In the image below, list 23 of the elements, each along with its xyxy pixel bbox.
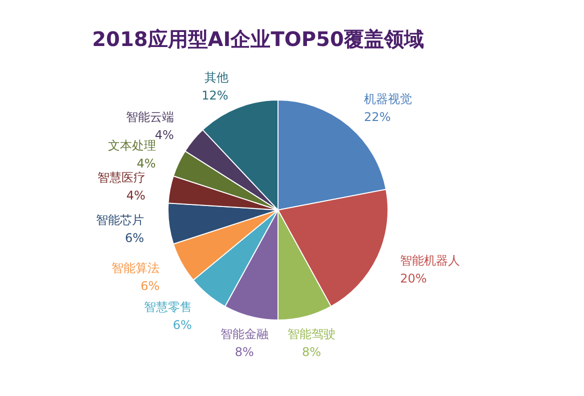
data-label: 6%: [125, 230, 144, 245]
slice-label: 智能云端: [126, 110, 174, 124]
data-label: 8%: [234, 344, 254, 359]
slice-label: 智能算法: [112, 261, 160, 276]
slice-label: 智能机器人: [400, 253, 460, 268]
data-label: 20%: [400, 271, 427, 286]
data-label: 12%: [202, 88, 228, 102]
data-label: 4%: [136, 156, 156, 171]
slice-label: 文本处理: [108, 138, 156, 153]
slice-label: 其他: [204, 70, 228, 84]
data-label: 4%: [126, 188, 146, 203]
data-label: 4%: [154, 128, 174, 142]
slice-label: 智慧医疗: [97, 170, 146, 185]
data-label: 6%: [140, 279, 160, 294]
slice-label: 智能芯片: [96, 212, 144, 227]
slice-label: 智慧零售: [144, 300, 192, 314]
data-label: 22%: [364, 110, 391, 124]
data-label: 8%: [302, 344, 322, 359]
chart-title: 2018应用型AI企业TOP50覆盖领域: [92, 27, 424, 51]
slice-label: 智能驾驶: [288, 326, 336, 341]
slice-label: 机器视觉: [364, 92, 412, 106]
data-label: 6%: [172, 318, 192, 332]
slice-label: 智能金融: [220, 326, 268, 341]
